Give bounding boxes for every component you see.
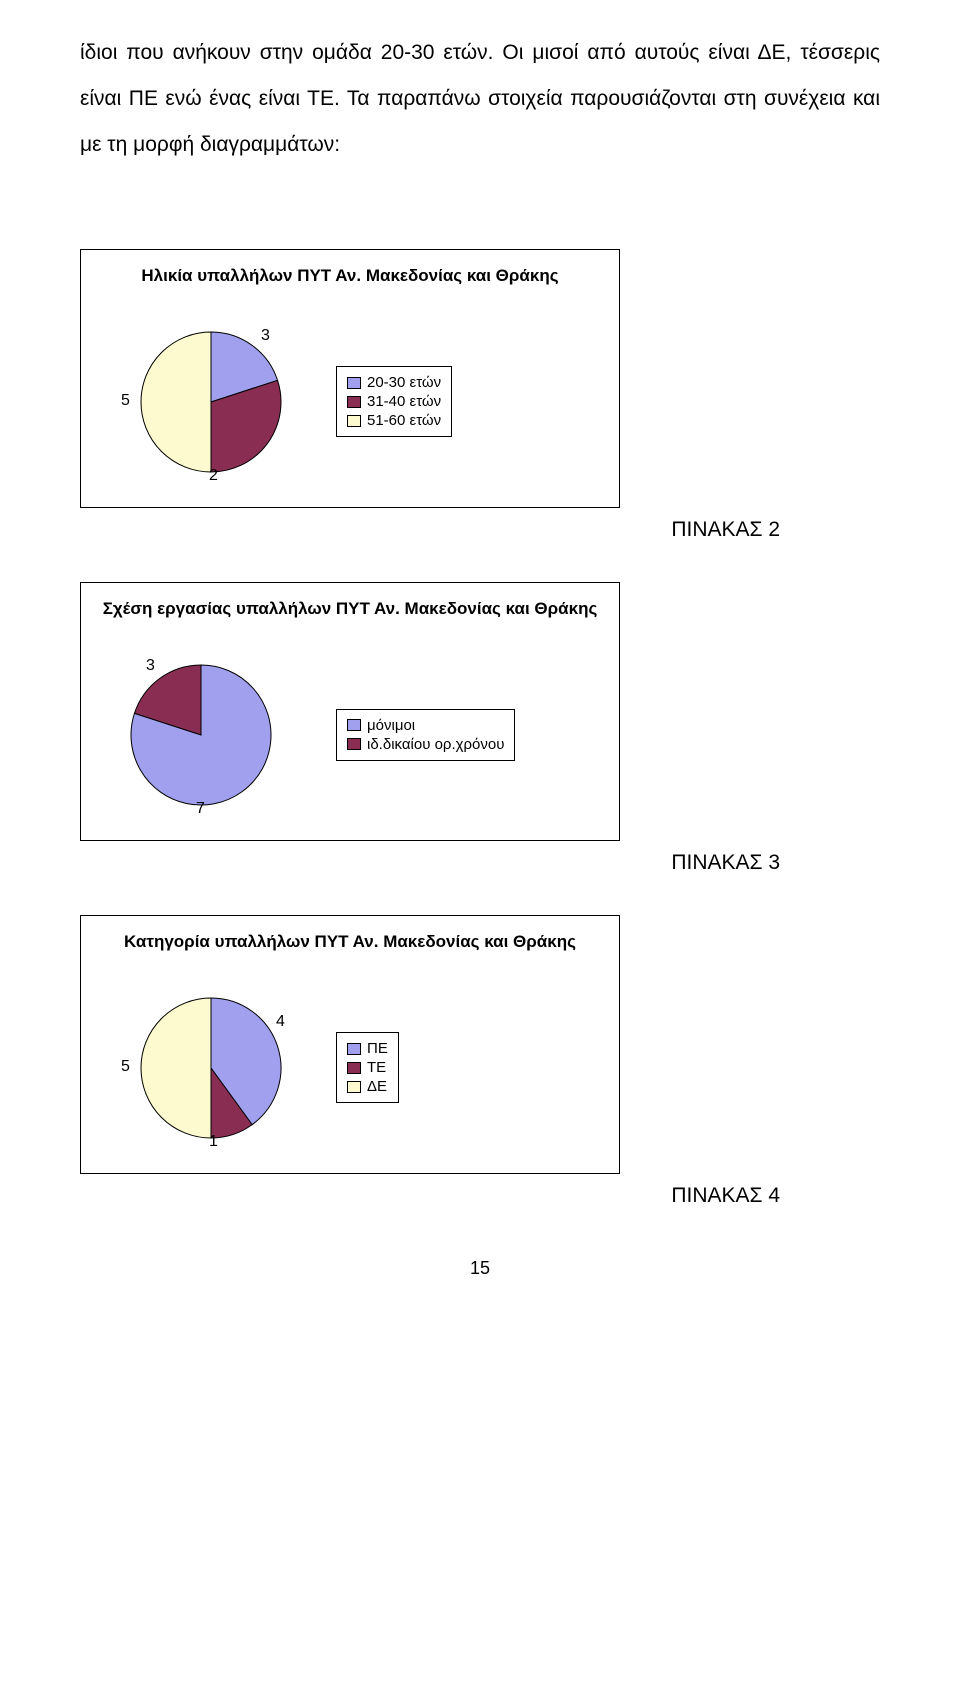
legend-label: ιδ.δικαίου ορ.χρόνου [367,736,504,753]
chart-1-value-2: 2 [209,467,218,485]
page-number: 15 [80,1258,880,1279]
chart-1-legend: 20-30 ετών 31-40 ετών 51-60 ετών [336,366,452,437]
caption-1: ΠΙΝΑΚΑΣ 2 [80,518,780,542]
chart-3-value-1: 1 [209,1133,218,1151]
chart-3-pie: 4 1 5 [101,988,311,1148]
legend-item: 31-40 ετών [347,392,441,411]
legend-label: 31-40 ετών [367,393,441,410]
chart-3-legend: ΠΕ ΤΕ ΔΕ [336,1032,399,1103]
legend-item: 20-30 ετών [347,373,441,392]
chart-2-value-7: 7 [196,800,205,818]
legend-label: ΤΕ [367,1059,386,1076]
chart-3-value-5: 5 [121,1058,130,1076]
intro-paragraph: ίδιοι που ανήκουν στην ομάδα 20-30 ετών.… [80,30,880,169]
chart-1-value-3: 3 [261,327,270,345]
chart-1-pie: 3 2 5 [101,322,311,482]
swatch-icon [347,415,361,427]
chart-2-title: Σχέση εργασίας υπαλλήλων ΠΥΤ Αν. Μακεδον… [101,598,599,620]
caption-2: ΠΙΝΑΚΑΣ 3 [80,851,780,875]
chart-3-title: Κατηγορία υπαλλήλων ΠΥΤ Αν. Μακεδονίας κ… [101,931,599,953]
chart-1-box: Ηλικία υπαλλήλων ΠΥΤ Αν. Μακεδονίας και … [80,249,620,508]
swatch-icon [347,738,361,750]
legend-label: 20-30 ετών [367,374,441,391]
legend-label: ΠΕ [367,1040,388,1057]
legend-item: ΔΕ [347,1077,388,1096]
chart-3-box: Κατηγορία υπαλλήλων ΠΥΤ Αν. Μακεδονίας κ… [80,915,620,1174]
chart-1-value-5: 5 [121,392,130,410]
chart-1-title: Ηλικία υπαλλήλων ΠΥΤ Αν. Μακεδονίας και … [101,265,599,287]
legend-item: μόνιμοι [347,716,504,735]
chart-2-pie: 3 7 [101,655,311,815]
chart-2-legend: μόνιμοι ιδ.δικαίου ορ.χρόνου [336,709,515,761]
swatch-icon [347,1081,361,1093]
swatch-icon [347,1043,361,1055]
legend-label: 51-60 ετών [367,412,441,429]
swatch-icon [347,396,361,408]
swatch-icon [347,719,361,731]
legend-item: ιδ.δικαίου ορ.χρόνου [347,735,504,754]
swatch-icon [347,377,361,389]
chart-2-value-3: 3 [146,657,155,675]
chart-3-value-4: 4 [276,1013,285,1031]
legend-item: 51-60 ετών [347,411,441,430]
chart-2-box: Σχέση εργασίας υπαλλήλων ΠΥΤ Αν. Μακεδον… [80,582,620,841]
caption-3: ΠΙΝΑΚΑΣ 4 [80,1184,780,1208]
swatch-icon [347,1062,361,1074]
legend-label: μόνιμοι [367,717,415,734]
legend-item: ΠΕ [347,1039,388,1058]
legend-label: ΔΕ [367,1078,387,1095]
legend-item: ΤΕ [347,1058,388,1077]
